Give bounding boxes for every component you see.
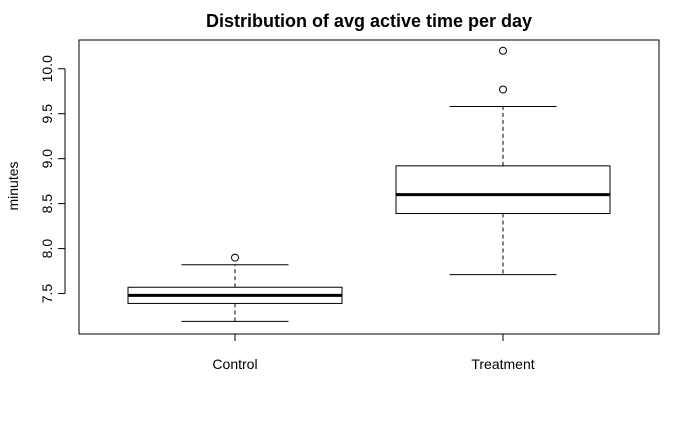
iqr-box	[395, 165, 611, 215]
y-tick-label: 8.5	[39, 194, 55, 214]
y-tick-label: 9.0	[39, 149, 55, 169]
box-treatment	[395, 46, 611, 276]
outlier-point	[231, 253, 239, 262]
y-tick-label: 10.0	[39, 55, 55, 82]
outlier-point	[499, 85, 507, 94]
chart-title: Distribution of avg active time per day	[206, 11, 532, 31]
y-tick-label: 8.0	[39, 239, 55, 259]
x-tick-label: Treatment	[471, 356, 534, 372]
boxplot-series	[127, 46, 611, 322]
y-axis-label: minutes	[5, 161, 21, 210]
outlier-point	[499, 46, 507, 55]
x-tick-label: Control	[212, 356, 257, 372]
y-tick-label: 7.5	[39, 284, 55, 304]
y-axis: 7.5 8.0 8.5 9.0 9.5 10.0	[39, 55, 66, 304]
x-axis: Control Treatment	[212, 333, 535, 372]
box-control	[127, 253, 343, 322]
y-tick-label: 9.5	[39, 104, 55, 124]
